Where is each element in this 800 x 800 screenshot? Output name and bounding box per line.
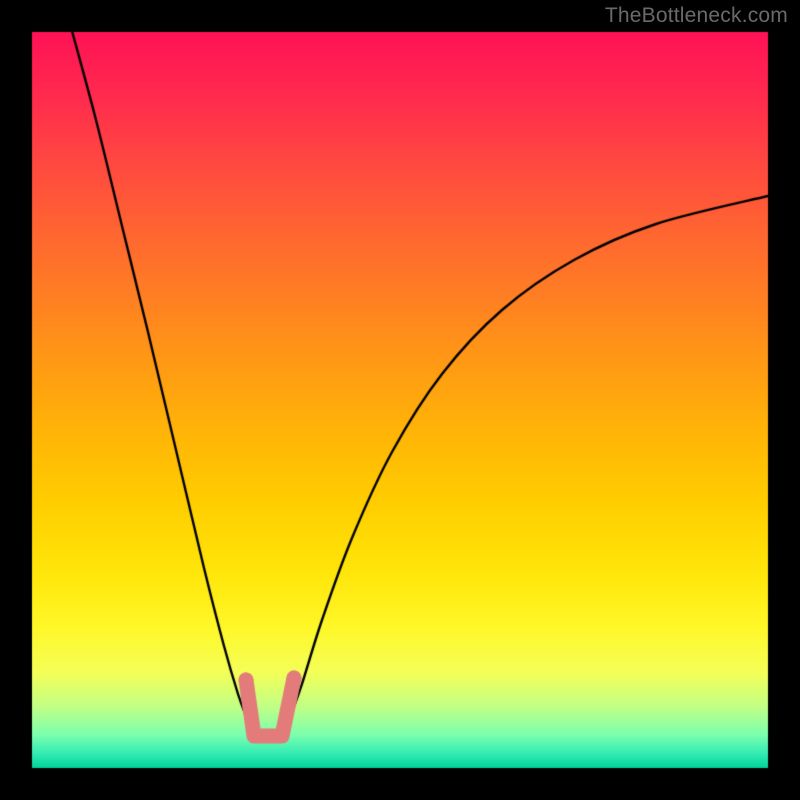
attribution-label: TheBottleneck.com (605, 4, 788, 28)
chart-stage: TheBottleneck.com (0, 0, 800, 800)
bottleneck-curve-chart (0, 0, 800, 800)
